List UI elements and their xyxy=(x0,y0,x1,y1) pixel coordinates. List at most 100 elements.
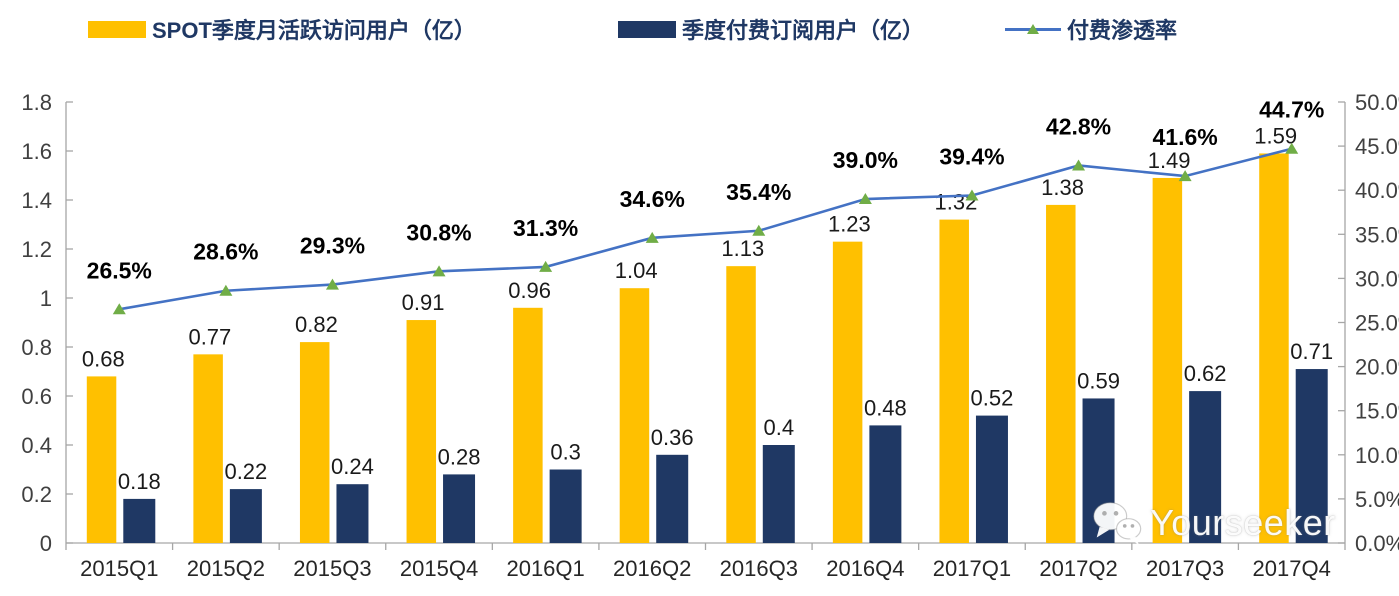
subscriber-bar-value-label: 0.71 xyxy=(1290,339,1333,364)
left-axis-tick-label: 1.6 xyxy=(21,139,52,164)
mau-bar xyxy=(1046,204,1076,543)
right-axis-tick-label: 15.0% xyxy=(1355,399,1399,424)
right-axis-tick-label: 20.0% xyxy=(1355,355,1399,380)
left-axis-tick-label: 0.2 xyxy=(21,482,52,507)
right-axis-tick-label: 25.0% xyxy=(1355,311,1399,336)
mau-bar-value-label: 1.38 xyxy=(1041,175,1084,200)
mau-bar-value-label: 1.59 xyxy=(1254,123,1297,148)
left-axis-tick-label: 0 xyxy=(40,531,52,556)
penetration-percent-label: 28.6% xyxy=(193,239,258,265)
penetration-marker xyxy=(1072,159,1086,171)
mau-bar xyxy=(619,288,650,543)
subscriber-bar xyxy=(656,454,689,543)
mau-bar xyxy=(193,354,223,543)
penetration-percent-label: 41.6% xyxy=(1153,124,1218,150)
x-axis-category-label: 2016Q2 xyxy=(613,556,691,581)
subscriber-bar-value-label: 0.28 xyxy=(438,444,481,469)
subscriber-bar-value-label: 0.48 xyxy=(864,395,907,420)
mau-bar-value-label: 1.13 xyxy=(721,236,764,261)
legend-item-mau: SPOT季度月活跃访问用户（亿） xyxy=(88,14,476,44)
subscriber-bar-value-label: 0.52 xyxy=(971,386,1014,411)
penetration-marker xyxy=(112,303,126,315)
left-axis-tick-label: 0.8 xyxy=(21,335,52,360)
right-axis-tick-label: 10.0% xyxy=(1355,443,1399,468)
mau-bar-value-label: 0.96 xyxy=(508,278,551,303)
x-axis-category-label: 2016Q1 xyxy=(506,556,584,581)
subscriber-bar xyxy=(549,469,582,543)
penetration-marker xyxy=(752,224,766,236)
mau-bar xyxy=(832,241,863,543)
x-axis-category-label: 2016Q3 xyxy=(720,556,798,581)
mau-legend-swatch xyxy=(88,20,146,38)
x-axis-category-label: 2015Q4 xyxy=(400,556,478,581)
subscriber-bar xyxy=(762,445,795,543)
left-axis-tick-label: 0.4 xyxy=(21,433,52,458)
penetration-marker xyxy=(858,193,872,205)
x-axis-category-label: 2015Q1 xyxy=(80,556,158,581)
x-axis-category-label: 2015Q3 xyxy=(293,556,371,581)
mau-bar xyxy=(1259,153,1289,543)
x-axis-category-label: 2017Q2 xyxy=(1039,556,1117,581)
mau-bar xyxy=(939,219,969,543)
mau-legend-label: SPOT季度月活跃访问用户（亿） xyxy=(152,18,476,43)
subscriber-bar-value-label: 0.22 xyxy=(224,459,267,484)
triangle-marker-icon xyxy=(1027,24,1039,34)
left-axis-tick-label: 1.2 xyxy=(21,237,52,262)
penetration-percent-label: 39.0% xyxy=(833,147,898,173)
right-axis-tick-label: 50.0% xyxy=(1355,90,1399,115)
mau-bar xyxy=(406,320,437,543)
subscriber-bar-value-label: 0.4 xyxy=(763,415,794,440)
right-axis-tick-label: 40.0% xyxy=(1355,178,1399,203)
mau-bar xyxy=(513,307,543,543)
right-axis-tick-label: 35.0% xyxy=(1355,222,1399,247)
x-axis-category-label: 2017Q3 xyxy=(1146,556,1224,581)
penetration-marker xyxy=(645,231,659,243)
penetration-percent-label: 34.6% xyxy=(620,186,685,212)
left-axis-tick-label: 1.8 xyxy=(21,90,52,115)
right-axis-tick-label: 45.0% xyxy=(1355,134,1399,159)
subscriber-bar xyxy=(1189,391,1222,543)
subscriber-bar xyxy=(1295,369,1328,543)
subscribers-legend-swatch xyxy=(618,20,676,38)
subscriber-bar-value-label: 0.36 xyxy=(651,425,694,450)
x-axis-category-label: 2015Q2 xyxy=(187,556,265,581)
subscribers-legend-label: 季度付费订阅用户（亿） xyxy=(682,18,925,43)
penetration-percent-label: 44.7% xyxy=(1259,97,1324,123)
penetration-marker xyxy=(965,189,979,201)
penetration-percent-label: 26.5% xyxy=(87,257,152,283)
x-axis-category-label: 2016Q4 xyxy=(826,556,904,581)
legend-item-penetration: 付费渗透率 xyxy=(1005,14,1177,44)
subscriber-bar-value-label: 0.62 xyxy=(1184,361,1227,386)
mau-bar-value-label: 0.82 xyxy=(295,312,338,337)
subscriber-bar xyxy=(869,425,902,543)
penetration-marker xyxy=(219,284,233,296)
x-axis-category-label: 2017Q1 xyxy=(933,556,1011,581)
penetration-line xyxy=(119,147,1293,311)
penetration-percent-label: 39.4% xyxy=(939,143,1004,169)
subscriber-bar xyxy=(443,474,476,543)
mau-bar xyxy=(1152,177,1183,543)
subscriber-bar xyxy=(123,498,156,543)
legend-item-subscribers: 季度付费订阅用户（亿） xyxy=(618,14,924,44)
right-axis-tick-label: 30.0% xyxy=(1355,266,1399,291)
penetration-marker xyxy=(539,260,553,272)
subscriber-bar-value-label: 0.24 xyxy=(331,454,374,479)
penetration-percent-label: 31.3% xyxy=(513,215,578,241)
mau-bar-value-label: 0.68 xyxy=(82,346,125,371)
penetration-percent-label: 42.8% xyxy=(1046,114,1111,140)
mau-bar xyxy=(86,376,117,543)
subscriber-bar xyxy=(1082,398,1115,543)
penetration-percent-label: 35.4% xyxy=(726,179,791,205)
mau-bar xyxy=(299,342,330,543)
penetration-percent-label: 30.8% xyxy=(406,219,471,245)
left-axis-tick-label: 1 xyxy=(40,286,52,311)
mau-bar-value-label: 1.49 xyxy=(1148,148,1191,173)
subscriber-bar-value-label: 0.59 xyxy=(1077,368,1120,393)
mau-bar xyxy=(726,266,756,543)
penetration-marker xyxy=(1178,170,1192,182)
penetration-percent-label: 29.3% xyxy=(300,233,365,259)
left-axis-tick-label: 0.6 xyxy=(21,384,52,409)
subscriber-bar xyxy=(975,415,1008,543)
